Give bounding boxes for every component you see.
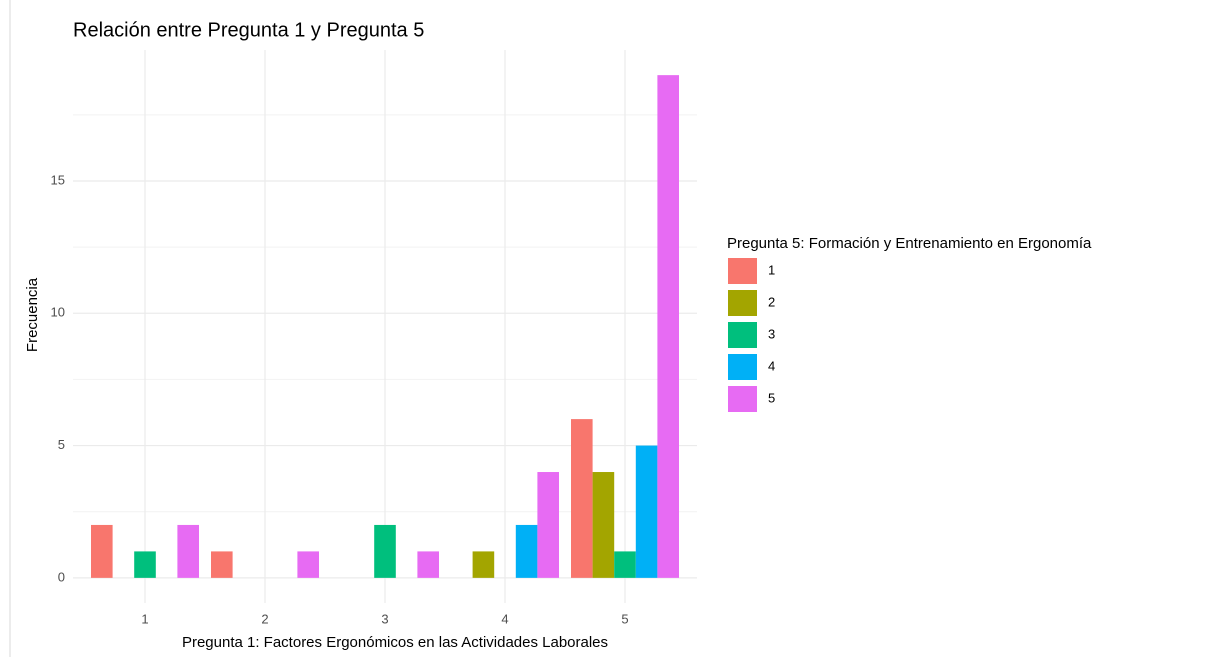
y-tick-label: 0 xyxy=(58,569,65,584)
bar xyxy=(91,524,113,578)
legend-key xyxy=(728,354,757,380)
legend-key xyxy=(728,322,757,348)
bar xyxy=(177,524,199,578)
x-tick-label: 2 xyxy=(261,611,268,626)
y-tick-label: 5 xyxy=(58,437,65,452)
bar xyxy=(515,524,538,578)
x-tick-label: 5 xyxy=(621,611,628,626)
bar xyxy=(297,551,319,578)
bar xyxy=(374,524,396,578)
bar xyxy=(417,551,439,578)
legend-key xyxy=(728,386,757,412)
bar xyxy=(134,551,156,578)
legend-key xyxy=(728,290,757,316)
x-axis-label: Pregunta 1: Factores Ergonómicos en las … xyxy=(182,634,608,651)
x-tick-label: 3 xyxy=(381,611,388,626)
bar xyxy=(571,419,593,578)
bar xyxy=(657,75,679,578)
legend-label: 1 xyxy=(768,262,775,277)
x-tick-label: 1 xyxy=(141,611,148,626)
legend-label: 5 xyxy=(768,390,775,405)
legend-label: 3 xyxy=(768,326,775,341)
y-tick-label: 10 xyxy=(51,305,65,320)
y-tick-label: 15 xyxy=(51,172,65,187)
legend-title: Pregunta 5: Formación y Entrenamiento en… xyxy=(727,235,1092,252)
y-axis-label: Frecuencia xyxy=(24,277,41,352)
bar xyxy=(537,472,559,578)
chart-title: Relación entre Pregunta 1 y Pregunta 5 xyxy=(73,19,424,41)
legend-label: 4 xyxy=(768,358,775,373)
bar xyxy=(592,472,615,578)
legend-key xyxy=(728,258,757,284)
bar xyxy=(472,551,495,578)
x-tick-label: 4 xyxy=(501,611,508,626)
bar xyxy=(211,551,233,578)
bar xyxy=(614,551,636,578)
bar xyxy=(635,445,658,578)
legend-label: 2 xyxy=(768,294,775,309)
